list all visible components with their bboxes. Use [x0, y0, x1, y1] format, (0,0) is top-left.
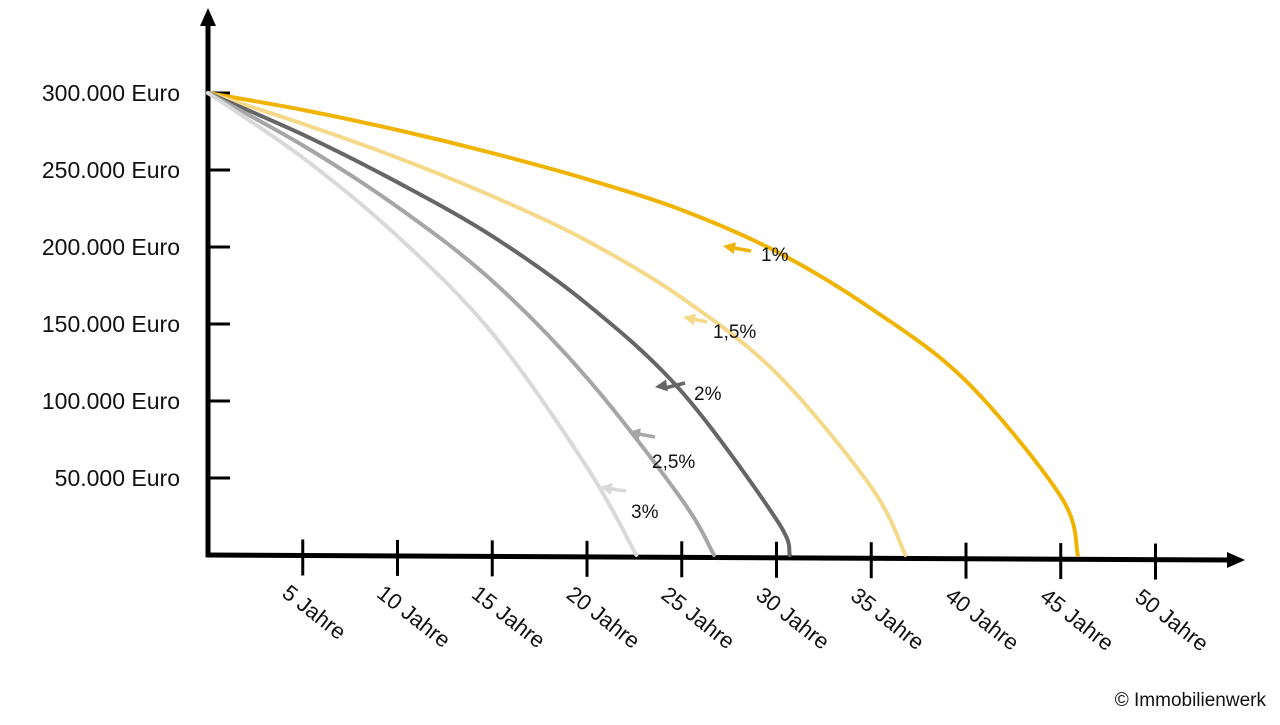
series-line: [206, 91, 908, 557]
x-tick-label: 50 Jahre: [1130, 584, 1213, 656]
series-label: 1,5%: [713, 322, 756, 343]
x-tick-label: 35 Jahre: [846, 582, 929, 654]
series-lines: [206, 91, 1080, 557]
series-line: [206, 91, 792, 557]
y-tick-label: 100.000 Euro: [42, 388, 180, 414]
series-line: [206, 91, 639, 557]
series-label-arrowhead: [723, 242, 736, 254]
series-line: [206, 91, 1080, 557]
series-label: 1%: [761, 245, 789, 266]
axes: 300.000 Euro 250.000 Euro 200.000 Euro 150.…: [42, 8, 1245, 656]
series-label-arrowhead: [600, 482, 613, 495]
x-tick-label: 15 Jahre: [467, 581, 550, 653]
y-axis-arrow: [200, 8, 216, 26]
x-tick-label: 20 Jahre: [562, 581, 645, 653]
series-labels: 1% 1,5% 2% 2,5% 3%: [600, 242, 789, 523]
x-tick-label: 40 Jahre: [941, 583, 1024, 655]
x-axis-arrow: [1227, 552, 1245, 568]
y-tick-label: 150.000 Euro: [42, 311, 180, 337]
x-tick-label: 45 Jahre: [1036, 583, 1119, 655]
x-tick-label: 30 Jahre: [751, 582, 834, 654]
series-label: 2,5%: [652, 452, 695, 473]
y-tick-label: 200.000 Euro: [42, 234, 180, 260]
y-tick-label: 250.000 Euro: [42, 157, 180, 183]
x-tick-label: 5 Jahre: [278, 580, 351, 645]
copyright-text: © Immobilienwerk: [1114, 690, 1266, 711]
series-label: 2%: [694, 384, 722, 405]
series-line: [206, 91, 716, 557]
y-tick-label: 300.000 Euro: [42, 80, 180, 106]
x-tick-label: 25 Jahre: [657, 582, 740, 654]
x-tick-label: 10 Jahre: [372, 580, 455, 652]
series-label-arrowhead: [628, 428, 641, 441]
series-label: 3%: [631, 502, 659, 523]
y-tick-label: 50.000 Euro: [55, 465, 180, 491]
series-label-arrowhead: [655, 379, 668, 392]
series-label-arrowhead: [683, 313, 696, 326]
